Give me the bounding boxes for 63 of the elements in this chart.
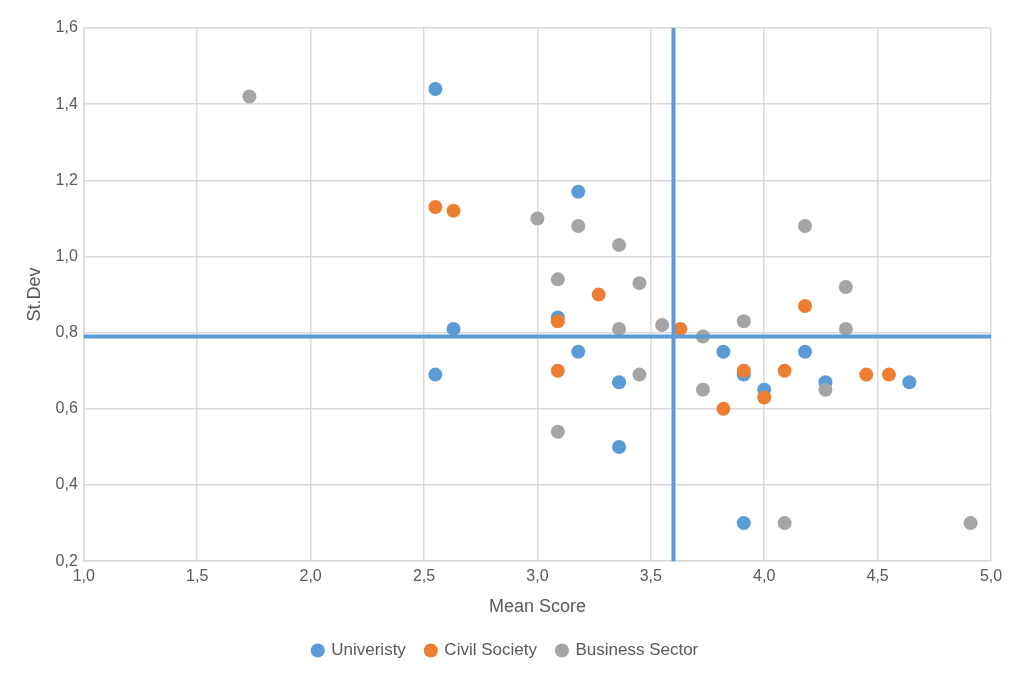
point (612, 375, 627, 390)
point (446, 203, 461, 218)
point (612, 321, 627, 336)
point (736, 314, 751, 329)
point (550, 424, 565, 439)
x-tick-label: 5,0 (979, 567, 1003, 585)
point (571, 344, 586, 359)
x-tick-label: 4,5 (866, 567, 889, 585)
point (242, 89, 257, 104)
x-tick-label: 3,5 (639, 567, 663, 585)
y-tick-label: 1,6 (55, 18, 78, 36)
point (612, 439, 627, 454)
point (798, 299, 813, 314)
point (632, 276, 647, 291)
point (428, 81, 443, 96)
y-tick-label: 0,4 (55, 475, 78, 493)
point (571, 184, 586, 199)
point (612, 238, 627, 253)
y-tick-label: 0,8 (55, 323, 78, 341)
point (716, 344, 731, 359)
point (550, 272, 565, 287)
legend-label: Civil Society (444, 640, 538, 660)
point (695, 382, 710, 397)
point (838, 279, 853, 294)
x-tick-label: 3,0 (526, 567, 549, 585)
y-tick-label: 0,6 (55, 399, 78, 417)
y-tick-label: 1,0 (55, 246, 78, 264)
x-tick-label: 1,0 (72, 567, 96, 585)
y-tick-label: 1,2 (55, 170, 78, 188)
point (881, 367, 896, 382)
y-tick-label: 0,2 (55, 551, 78, 569)
point (777, 363, 792, 378)
legend-label: Univeristy (331, 640, 407, 660)
point (736, 363, 751, 378)
point (757, 390, 772, 405)
point (963, 516, 978, 531)
point (736, 516, 751, 531)
point (716, 401, 731, 416)
x-tick-label: 2,0 (299, 567, 322, 585)
point (530, 211, 545, 226)
point (798, 344, 813, 359)
point (777, 516, 792, 531)
point (446, 321, 461, 336)
legend-label: Business Sector (575, 640, 699, 660)
point (428, 367, 443, 382)
point (550, 363, 565, 378)
point (428, 200, 443, 214)
point (591, 287, 606, 302)
point (632, 367, 647, 382)
x-tick-label: 4,0 (753, 567, 776, 585)
point (902, 375, 917, 390)
x-tick-label: 2,5 (412, 567, 436, 585)
point (550, 314, 565, 329)
point (571, 219, 586, 234)
point (838, 321, 853, 336)
x-axis-title: Mean Score (488, 596, 586, 617)
y-tick-label: 1,4 (55, 94, 78, 112)
point (859, 367, 874, 382)
point (818, 382, 833, 397)
point (655, 318, 670, 333)
y-axis-title: St.Dev (23, 267, 44, 322)
x-tick-label: 1,5 (186, 567, 209, 585)
point (798, 219, 813, 234)
